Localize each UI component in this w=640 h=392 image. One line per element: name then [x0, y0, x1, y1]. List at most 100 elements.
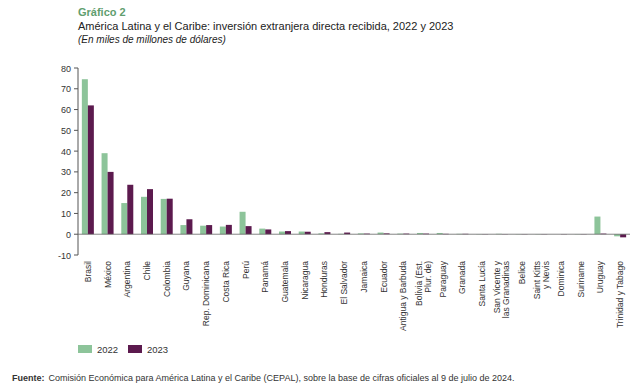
legend-swatch	[128, 345, 142, 353]
x-tick-label: Bolivia (Est.Plur. de)	[414, 261, 433, 306]
y-tick	[74, 109, 78, 110]
bar	[180, 225, 186, 234]
label-line: Trinidad y Tabago	[615, 261, 625, 328]
y-tick	[74, 213, 78, 214]
y-tick	[74, 171, 78, 172]
x-tick-label: Granada	[457, 261, 467, 294]
y-tick-label: -10	[58, 251, 71, 261]
label-line: Panamá	[260, 261, 270, 293]
bar	[102, 153, 108, 234]
bar	[141, 197, 147, 234]
figure-label: Gráfico 2	[78, 6, 126, 18]
y-tick-label: 0	[66, 230, 71, 240]
label-line: Argentina	[122, 261, 132, 298]
label-line: Perú	[241, 261, 251, 279]
x-tick-label: Paraguay	[438, 260, 448, 297]
bar	[594, 217, 600, 235]
label-line: Ecuador	[379, 261, 389, 293]
label-line: Rep. Dominicana	[201, 261, 211, 326]
x-tick-label: Honduras	[319, 261, 329, 298]
label-line: Granada	[457, 261, 467, 294]
title: América Latina y el Caribe: inversión ex…	[78, 20, 453, 32]
x-tick-label: Antigua y Barbuda	[398, 261, 408, 331]
bar	[246, 226, 252, 234]
y-tick-label: 70	[61, 84, 71, 94]
x-tick-label: Colombia	[162, 261, 172, 297]
bar	[620, 234, 626, 237]
y-tick	[74, 192, 78, 193]
y-tick	[74, 88, 78, 89]
x-tick-label: Rep. Dominicana	[201, 261, 211, 326]
bar	[127, 185, 133, 234]
label-line: Dominica	[556, 261, 566, 297]
label-line: Santa Lucía	[477, 261, 487, 307]
bar	[88, 105, 94, 234]
x-tick-label: Uruguay	[595, 260, 605, 293]
label-line: las Granadinas	[501, 261, 511, 318]
y-tick-label: 60	[61, 105, 71, 115]
bar	[147, 189, 153, 234]
label-line: Brasil	[83, 261, 93, 282]
bar	[121, 203, 127, 234]
x-tick-label: El Salvador	[339, 261, 349, 305]
legend-swatch	[78, 345, 92, 353]
label-line: Uruguay	[595, 260, 605, 293]
bar	[167, 199, 173, 235]
bar	[265, 229, 271, 234]
label-line: Plur. de)	[423, 261, 433, 293]
legend-label: 2023	[147, 344, 168, 355]
bars	[82, 79, 626, 237]
x-tick-label: Perú	[241, 261, 251, 279]
x-tick-label: Dominica	[556, 261, 566, 297]
label-line: Colombia	[162, 261, 172, 297]
x-tick-label: Argentina	[122, 261, 132, 298]
y-tick-label: 10	[61, 209, 71, 219]
bar	[82, 79, 88, 234]
x-tick-label: San Vicente ylas Granadinas	[492, 260, 511, 318]
y-axis	[78, 68, 79, 255]
x-tick-label: Trinidad y Tabago	[615, 261, 625, 328]
bar	[161, 199, 167, 234]
bar	[279, 232, 285, 235]
y-tick-label: 30	[61, 167, 71, 177]
bar	[226, 225, 232, 234]
x-tick-label: Santa Lucía	[477, 261, 487, 307]
bar	[186, 219, 192, 234]
bar	[285, 231, 291, 234]
x-tick-label: Saint Kittsy Nevis	[532, 261, 551, 299]
y-tick	[74, 234, 78, 235]
y-tick	[74, 130, 78, 131]
y-tick	[74, 151, 78, 152]
label-line: Nicaragua	[300, 261, 310, 300]
x-tick-label: Brasil	[83, 261, 93, 282]
label-line: Guatemala	[280, 261, 290, 303]
bar	[299, 232, 305, 235]
label-line: Chile	[142, 261, 152, 281]
label-line: Suriname	[576, 261, 586, 298]
bar	[220, 227, 226, 235]
label-line: El Salvador	[339, 261, 349, 305]
y-tick-label: 20	[61, 188, 71, 198]
source: Fuente:Comisión Económica para América L…	[12, 373, 515, 383]
x-tick-label: Panamá	[260, 261, 270, 293]
label-line: Costa Rica	[221, 261, 231, 303]
label-line: Honduras	[319, 261, 329, 298]
zero-line	[78, 234, 630, 235]
x-tick-label: Suriname	[576, 261, 586, 298]
label-line: y Nevis	[541, 261, 551, 289]
y-tick	[74, 255, 78, 256]
y-tick	[74, 68, 78, 69]
subtitle: (En miles de millones de dólares)	[78, 34, 226, 45]
x-tick-label: Costa Rica	[221, 261, 231, 303]
label-line: Jamaica	[359, 261, 369, 293]
bar	[206, 225, 212, 234]
y-tick-label: 80	[61, 64, 71, 74]
x-tick-label: Guyana	[181, 261, 191, 291]
x-tick-label: Ecuador	[379, 261, 389, 293]
label-line: Guyana	[181, 261, 191, 291]
bar	[240, 212, 246, 234]
label-line: Antigua y Barbuda	[398, 261, 408, 331]
bar	[200, 226, 206, 235]
bar	[108, 172, 114, 234]
bar	[259, 229, 265, 235]
